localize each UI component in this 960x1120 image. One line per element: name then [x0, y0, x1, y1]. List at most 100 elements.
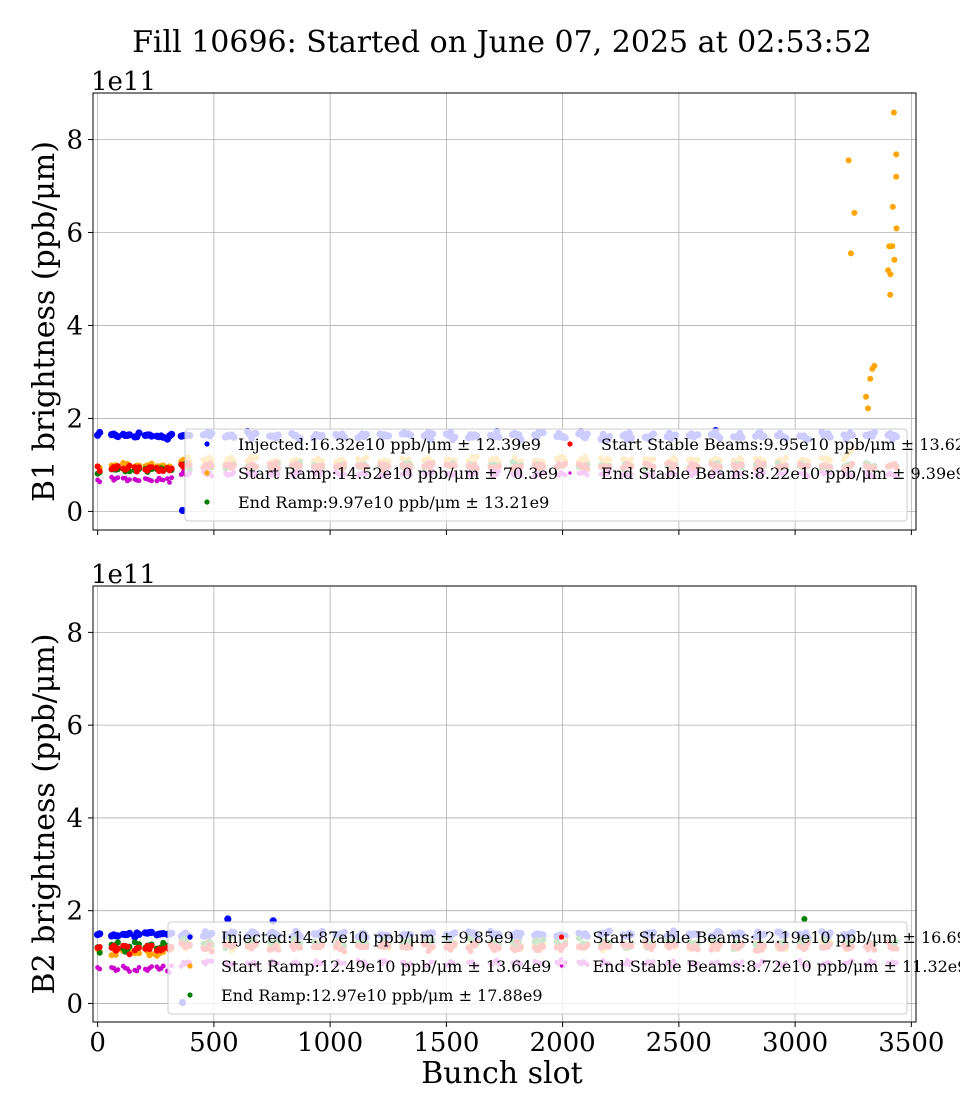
data-point [115, 967, 121, 973]
data-point [893, 173, 900, 180]
x-tick-label: 500 [189, 1028, 239, 1058]
panel-b1: 0 2 4 6 8 1e11 B1 brightness (ppb/μm) Inject… [27, 67, 960, 535]
legend-entry: Injected:16.32e10 ppb/μm ± 12.39e9 [238, 435, 541, 454]
data-point [160, 468, 167, 474]
legend-marker [204, 499, 210, 505]
axes-frame-b2 [92, 585, 917, 1023]
legend-marker [187, 934, 193, 940]
y-tick-label: 0 [66, 497, 83, 527]
y-tick-label: 8 [66, 618, 83, 648]
data-point [126, 462, 133, 469]
data-point [136, 478, 142, 484]
y-tick-label: 6 [66, 711, 83, 741]
data-point [148, 942, 155, 949]
data-point [135, 429, 143, 437]
ticks-b1: 0 2 4 6 8 [66, 125, 912, 535]
legend-marker [187, 992, 193, 998]
data-point [168, 465, 175, 472]
data-point [148, 432, 156, 440]
data-point [801, 916, 808, 922]
legend-entry: Start Ramp:12.49e10 ppb/μm ± 13.64e9 [221, 957, 551, 976]
data-point [148, 464, 155, 471]
data-point [148, 950, 155, 957]
data-point [867, 375, 874, 382]
legend-marker [204, 470, 210, 476]
data-point [160, 477, 166, 483]
x-axis-label: Bunch slot [421, 1056, 582, 1091]
x-tick-label: 3500 [878, 1028, 944, 1058]
legend-marker [559, 964, 564, 968]
data-point [96, 428, 104, 437]
figure-title: Fill 10696: Started on June 07, 2025 at … [132, 25, 872, 60]
legend-b1: Injected:16.32e10 ppb/μm ± 12.39e9 Start … [184, 428, 960, 522]
data-point [94, 463, 101, 470]
data-point [127, 477, 132, 482]
x-tick-label: 2000 [530, 1028, 596, 1058]
data-point [863, 393, 869, 400]
legend-entry: Start Stable Beams:12.19e10 ppb/μm ± 16.… [593, 928, 960, 947]
legend-entry: End Ramp:9.97e10 ppb/μm ± 13.21e9 [238, 493, 549, 512]
axes-frame-b1 [92, 92, 917, 531]
y-axis-label-b1: B1 brightness (ppb/μm) [27, 141, 62, 502]
y-tick-label: 4 [66, 311, 83, 341]
y-axis-label-b2: B2 brightness (ppb/μm) [27, 634, 62, 995]
data-point [224, 915, 232, 923]
data-point [96, 930, 104, 938]
data-point [126, 951, 133, 958]
y-tick-label: 6 [66, 218, 83, 248]
y-tick-label: 0 [66, 989, 83, 1019]
ticks-b2: 0 2 4 6 8 0 500 1000 1500 2000 2500 3000 3500 [66, 618, 944, 1058]
data-point [887, 291, 894, 298]
data-point [165, 476, 170, 482]
data-point [115, 475, 121, 481]
y-tick-label: 4 [66, 804, 83, 834]
legend-marker [204, 441, 210, 447]
data-point [125, 929, 134, 938]
data-point [889, 203, 896, 210]
x-tick-label: 0 [89, 1028, 106, 1058]
legend-entry: Start Stable Beams:9.95e10 ppb/μm ± 13.6… [601, 435, 960, 454]
data-point [97, 966, 103, 972]
legend-marker [568, 471, 572, 475]
legend-marker [558, 934, 565, 940]
x-tick-label: 2500 [646, 1028, 712, 1058]
data-point [127, 969, 132, 974]
data-point [136, 965, 142, 970]
data-point [136, 464, 142, 471]
data-point [169, 475, 175, 481]
data-point [178, 506, 187, 515]
data-point [112, 951, 119, 958]
legend-entry: Start Ramp:14.52e10 ppb/μm ± 70.3e9 [238, 464, 558, 483]
legend-marker [567, 441, 573, 447]
data-point [851, 209, 858, 216]
data-point [124, 943, 131, 950]
data-point [96, 949, 103, 956]
data-point [160, 963, 166, 969]
legend-marker [187, 963, 193, 969]
y-tick-label: 2 [66, 897, 83, 927]
data-point [96, 468, 103, 475]
data-point [893, 151, 900, 158]
x-tick-label: 1000 [297, 1028, 363, 1058]
data-point [136, 944, 142, 951]
legend-entry: End Stable Beams:8.22e10 ppb/μm ± 9.39e9 [601, 464, 960, 483]
data-point [134, 968, 140, 974]
x-tick-label: 1500 [413, 1028, 479, 1058]
legend-entry: End Stable Beams:8.72e10 ppb/μm ± 11.32e… [593, 957, 960, 976]
legend-entry: End Ramp:12.97e10 ppb/μm ± 17.88e9 [221, 986, 543, 1005]
legend-box [167, 921, 908, 1015]
legend-box [184, 428, 908, 522]
data-point [886, 243, 893, 250]
legend-entry: Injected:14.87e10 ppb/μm ± 9.85e9 [221, 928, 514, 947]
data-point [871, 362, 878, 369]
data-point [865, 405, 872, 412]
data-point [168, 430, 176, 438]
data-point [149, 478, 155, 484]
data-point [887, 271, 894, 278]
data-point [167, 480, 172, 485]
legend-b2: Injected:14.87e10 ppb/μm ± 9.85e9 Start R… [167, 921, 960, 1015]
data-point [149, 964, 155, 969]
data-point [893, 225, 900, 232]
data-point [97, 479, 103, 485]
